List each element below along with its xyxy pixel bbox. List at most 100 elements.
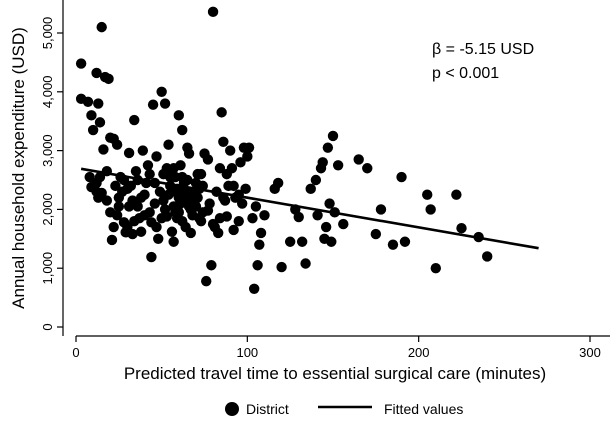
district-point [247,213,258,224]
district-point [103,73,114,85]
beta-annotation: β = -5.15 USD [432,41,534,58]
district-point [177,171,188,183]
district-point [168,236,179,247]
district-point [159,98,171,109]
legend-district-marker [225,402,239,416]
district-point [214,213,226,224]
y-tick-label: 2,000 [40,193,55,226]
district-point [327,130,339,142]
district-point [106,234,118,246]
x-tick-label: 0 [72,345,79,360]
district-point [177,124,188,136]
district-point [233,215,244,227]
district-point [108,221,119,233]
district-point [125,180,137,192]
district-point [130,165,142,177]
district-point [396,171,407,183]
district-point [338,218,349,230]
district-point [142,160,154,171]
district-point [310,174,322,186]
district-point [218,136,229,147]
p-value-annotation: p < 0.001 [432,65,499,82]
district-point [284,236,296,247]
district-point [123,147,135,159]
district-point [362,163,373,174]
district-point [243,142,255,153]
district-point [213,227,224,239]
x-tick-label: 200 [408,345,430,360]
district-point [326,236,337,247]
district-point [430,263,441,274]
y-tick-label: 5,000 [40,17,55,50]
district-point [255,227,267,239]
district-point [236,198,248,209]
district-point [151,151,162,162]
district-point [139,210,150,221]
district-point [312,210,323,221]
y-axis-title: Annual household expenditure (USD) [9,27,28,309]
district-point [173,110,184,121]
data-points [75,6,493,294]
district-point [206,260,217,271]
district-point [242,151,253,162]
district-point [250,201,262,212]
district-point [259,210,270,221]
district-point [151,221,162,233]
legend-fitted-label: Fitted values [384,401,463,417]
legend: District Fitted values [225,401,463,417]
district-point [375,204,387,215]
district-point [353,154,364,165]
district-point [293,211,304,223]
district-point [214,163,226,174]
district-point [123,201,135,212]
district-point [127,228,138,240]
district-point [324,198,335,209]
y-tick-label: 0 [40,323,55,330]
district-point [110,180,121,192]
district-point [101,195,113,206]
district-point [201,275,212,287]
district-point [135,192,147,203]
district-point [91,186,102,197]
district-point [185,204,196,215]
district-point [94,117,106,128]
district-point [129,114,140,126]
district-point [296,236,308,247]
district-point [207,218,219,230]
district-point [300,258,311,269]
district-point [248,283,260,294]
district-point [161,211,173,222]
district-point [228,180,239,192]
x-axis-ticks: 0 100 200 300 [72,336,601,360]
district-point [216,107,227,118]
district-point [320,221,332,233]
district-point [451,189,462,200]
district-point [82,96,94,107]
district-point [317,157,328,168]
district-point [75,58,87,69]
district-point [158,168,169,180]
district-point [399,236,411,247]
district-point [147,99,159,110]
y-axis-ticks: 0 1,000 2,000 3,000 4,000 5,000 [40,17,63,331]
district-point [194,213,205,224]
district-point [192,168,203,180]
district-point [156,86,167,98]
district-point [87,124,99,136]
y-tick-label: 1,000 [40,252,55,285]
district-point [425,204,436,215]
district-point [117,186,128,197]
district-point [111,210,123,221]
district-point [175,198,186,209]
district-point [482,251,493,262]
district-point [84,171,95,183]
district-point [111,139,123,150]
district-point [91,67,102,79]
district-point [204,198,215,209]
x-tick-label: 100 [236,345,258,360]
district-point [168,163,179,174]
district-point [144,168,155,180]
district-point [98,144,109,155]
district-point [154,186,166,197]
district-point [207,6,219,18]
